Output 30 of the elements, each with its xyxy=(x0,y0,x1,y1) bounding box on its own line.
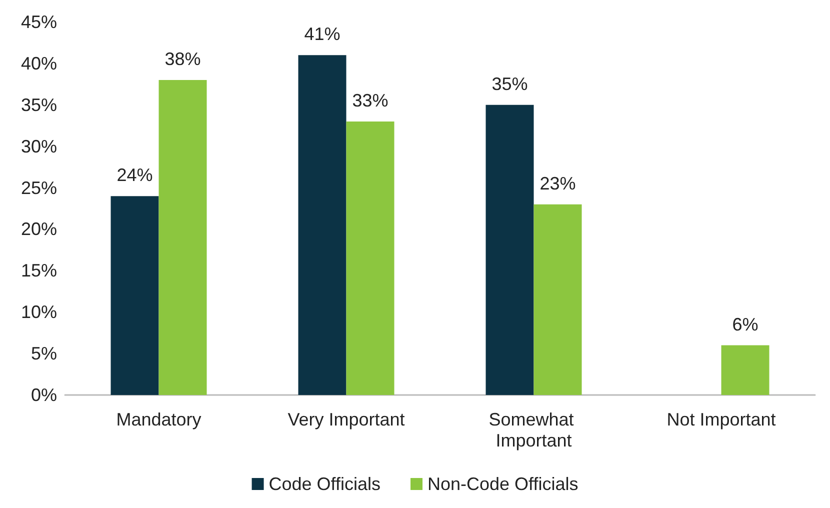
bar xyxy=(158,80,207,395)
y-tick-label: 30% xyxy=(20,136,57,156)
data-label: 6% xyxy=(732,314,758,334)
y-tick-label: 25% xyxy=(20,178,57,198)
x-tick-label: Mandatory xyxy=(116,410,202,430)
x-tick-label: Not Important xyxy=(666,410,776,430)
y-tick-label: 5% xyxy=(30,344,57,364)
bar xyxy=(298,55,346,395)
bar xyxy=(346,121,394,395)
data-label: 35% xyxy=(492,74,528,94)
data-label: 33% xyxy=(352,90,388,110)
bar xyxy=(534,204,582,395)
data-label: 23% xyxy=(540,173,576,194)
y-tick-label: 45% xyxy=(20,12,57,32)
y-tick-label: 35% xyxy=(20,94,57,115)
y-tick-label: 15% xyxy=(20,260,57,281)
x-tick-label: Very Important xyxy=(288,410,405,430)
bar xyxy=(110,196,159,395)
x-tick-label: Somewhat Important xyxy=(488,410,579,450)
bar xyxy=(486,104,534,395)
legend-label: Code Officials xyxy=(268,474,380,494)
y-tick-label: 0% xyxy=(30,385,57,405)
data-label: 38% xyxy=(164,49,201,70)
legend-label: Non-Code Officials xyxy=(427,474,578,494)
data-label: 24% xyxy=(116,165,153,186)
bar xyxy=(721,345,770,395)
data-label: 41% xyxy=(304,24,340,44)
y-tick-label: 20% xyxy=(20,219,57,240)
y-tick-label: 40% xyxy=(20,53,57,74)
y-tick-label: 10% xyxy=(20,302,57,322)
